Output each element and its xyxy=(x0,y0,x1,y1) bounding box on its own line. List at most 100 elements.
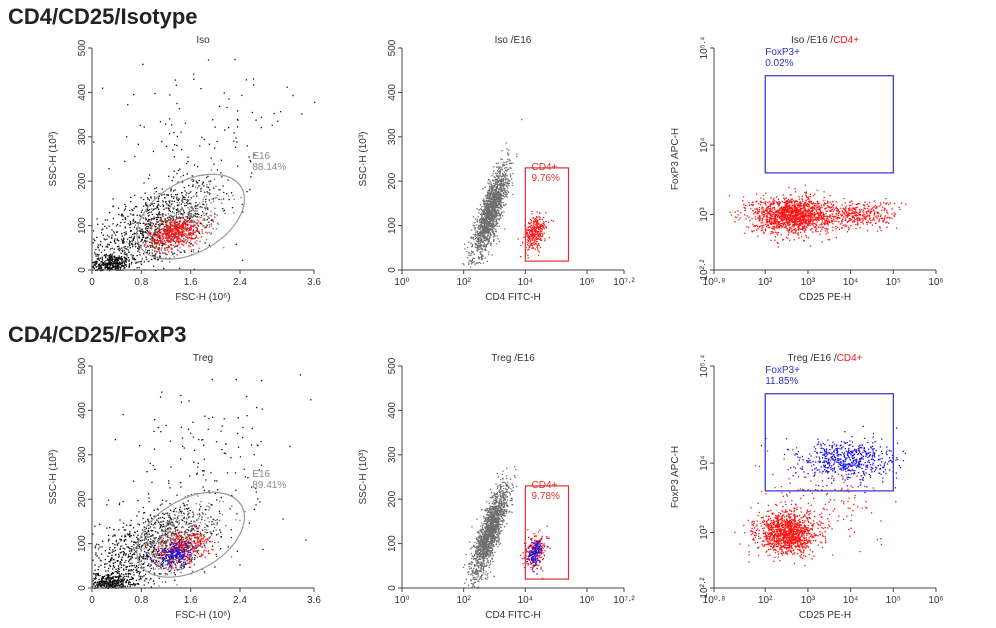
data-point xyxy=(142,234,144,236)
data-point xyxy=(541,218,543,221)
data-point xyxy=(132,246,134,248)
data-point xyxy=(192,226,195,228)
data-point xyxy=(120,262,122,264)
data-point xyxy=(192,185,194,187)
data-point xyxy=(148,199,151,201)
data-point xyxy=(188,242,191,244)
data-point xyxy=(473,227,475,229)
data-point xyxy=(158,224,160,226)
data-point xyxy=(109,257,111,260)
data-point xyxy=(222,185,224,187)
data-point xyxy=(463,264,465,266)
data-point xyxy=(536,211,538,213)
gate-ellipse[interactable] xyxy=(122,157,259,277)
data-point xyxy=(496,195,498,197)
data-point xyxy=(154,188,156,190)
data-point xyxy=(799,201,801,203)
data-point xyxy=(192,245,194,247)
data-point xyxy=(778,221,781,223)
data-point xyxy=(473,253,475,255)
data-point xyxy=(539,224,541,226)
y-tick-label: 200 xyxy=(77,172,88,189)
data-point xyxy=(494,196,496,198)
data-point xyxy=(236,141,238,143)
data-point xyxy=(508,153,510,155)
data-point xyxy=(136,222,138,224)
data-point xyxy=(271,124,273,126)
data-point xyxy=(140,263,143,266)
data-point xyxy=(176,245,178,248)
data-point xyxy=(498,206,500,209)
data-point xyxy=(529,233,532,236)
data-point xyxy=(481,220,483,222)
data-point xyxy=(781,208,783,210)
data-point xyxy=(120,221,122,224)
data-point xyxy=(484,248,486,250)
data-point xyxy=(495,162,498,165)
data-point xyxy=(205,205,207,207)
data-point xyxy=(537,250,539,252)
data-point xyxy=(193,238,195,240)
data-point xyxy=(490,198,493,200)
data-point xyxy=(490,212,492,214)
data-point xyxy=(125,253,127,256)
data-point xyxy=(474,244,477,246)
data-point xyxy=(182,224,185,226)
data-point xyxy=(502,195,505,197)
data-point xyxy=(791,204,793,207)
data-point xyxy=(216,169,219,171)
data-point xyxy=(181,149,183,151)
data-point xyxy=(138,248,140,250)
data-point xyxy=(164,226,167,228)
data-point xyxy=(160,237,162,239)
data-point xyxy=(819,224,821,226)
data-point xyxy=(105,246,107,248)
data-point xyxy=(778,214,780,217)
data-point xyxy=(158,195,160,197)
data-point xyxy=(492,216,495,218)
data-point xyxy=(191,225,193,227)
data-point xyxy=(774,211,777,213)
data-point xyxy=(481,213,483,216)
data-point xyxy=(491,190,493,192)
data-point xyxy=(175,214,178,216)
data-point xyxy=(207,208,209,210)
data-point xyxy=(203,203,205,206)
data-point xyxy=(174,228,176,231)
data-point xyxy=(531,244,533,247)
data-point xyxy=(157,216,159,218)
data-point xyxy=(103,238,105,240)
data-point xyxy=(125,265,128,267)
data-point xyxy=(485,216,487,218)
data-point xyxy=(147,212,150,214)
data-point xyxy=(496,215,498,217)
data-point xyxy=(163,229,165,231)
data-point xyxy=(477,242,479,245)
data-point xyxy=(140,230,142,233)
data-point xyxy=(545,220,547,222)
data-point xyxy=(503,164,505,166)
data-point xyxy=(279,111,282,113)
data-point xyxy=(124,208,127,210)
data-point xyxy=(793,214,795,216)
data-point xyxy=(468,252,471,254)
data-point xyxy=(134,206,137,208)
gate-rect[interactable] xyxy=(524,167,570,262)
data-point xyxy=(785,226,787,228)
data-point xyxy=(501,176,503,178)
data-point xyxy=(787,218,789,220)
data-point xyxy=(489,193,491,195)
data-point xyxy=(109,267,111,269)
data-point xyxy=(173,200,175,203)
data-point xyxy=(825,233,827,235)
data-point xyxy=(160,240,162,242)
data-point xyxy=(164,237,167,239)
data-point xyxy=(767,202,769,204)
data-point xyxy=(482,228,484,230)
data-point xyxy=(130,236,132,239)
data-point xyxy=(157,248,159,250)
data-point xyxy=(530,244,532,247)
data-point xyxy=(813,211,816,214)
data-point xyxy=(111,229,113,231)
data-point xyxy=(167,245,169,247)
